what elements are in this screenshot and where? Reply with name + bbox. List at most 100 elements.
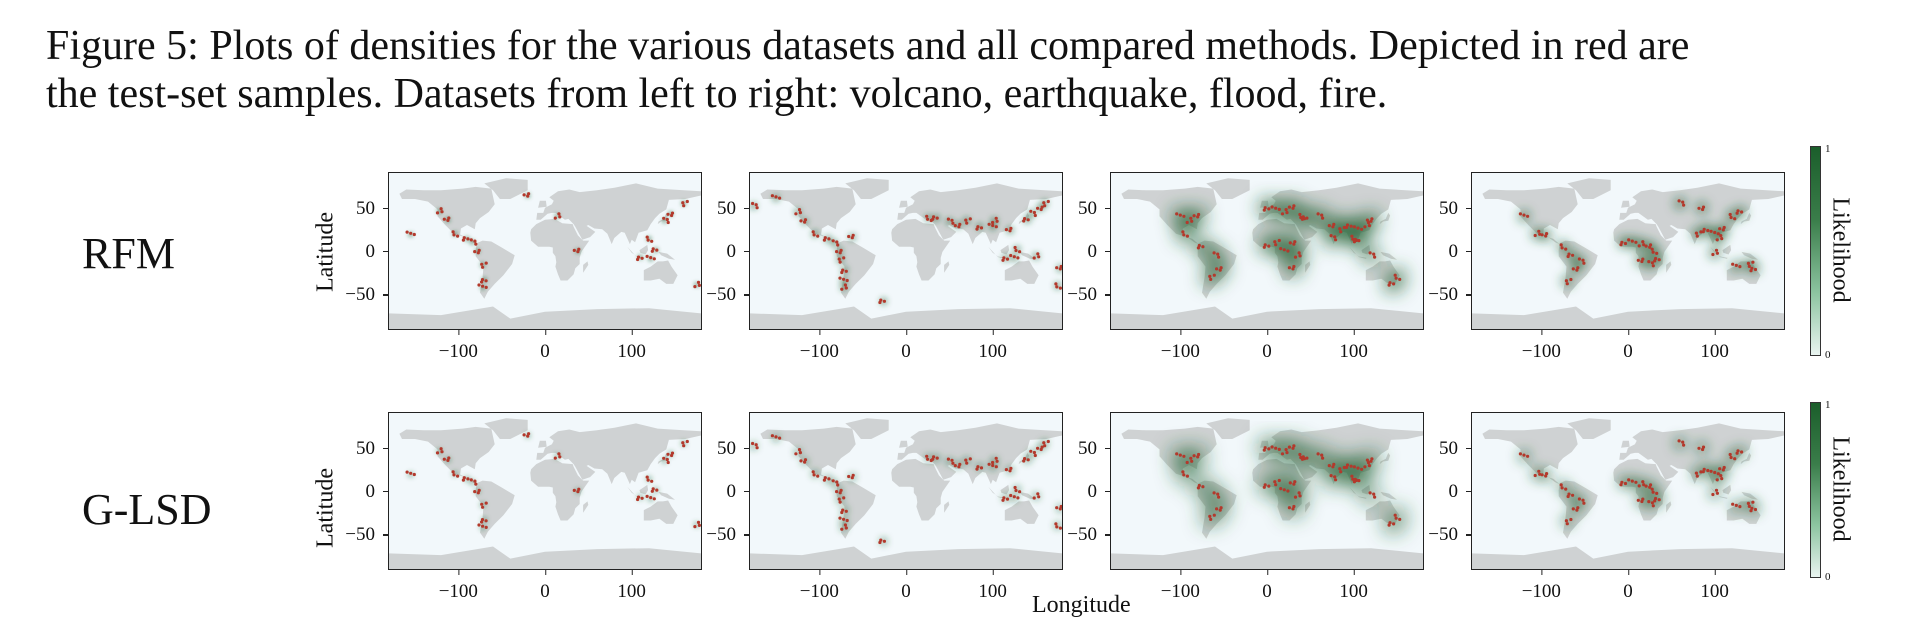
test-sample-point (1564, 279, 1568, 283)
test-sample-point (1327, 464, 1331, 468)
land-mass (627, 246, 637, 257)
density-blob (1362, 487, 1380, 504)
density-map (389, 178, 701, 329)
test-sample-point (697, 523, 701, 527)
test-sample-point (1373, 255, 1377, 259)
y-tick-label: 0 (727, 482, 751, 501)
density-map (389, 418, 701, 569)
test-sample-point (1641, 257, 1645, 261)
density-blob (1323, 229, 1341, 247)
test-sample-point (845, 518, 849, 523)
test-sample-point (835, 240, 839, 244)
test-sample-point (1217, 255, 1221, 259)
test-sample-point (841, 508, 845, 512)
test-sample-point (558, 455, 562, 459)
test-sample-point (1387, 283, 1391, 287)
test-sample-point (1196, 246, 1200, 250)
test-sample-point (696, 520, 701, 524)
test-sample-point (1043, 204, 1047, 208)
test-sample-point (935, 456, 939, 460)
test-sample-point (1018, 490, 1022, 494)
test-sample-point (1287, 205, 1291, 209)
test-sample-point (685, 439, 689, 444)
test-sample-point (681, 201, 685, 205)
test-sample-point (798, 451, 802, 455)
test-sample-point (1042, 441, 1046, 445)
density-blob (1696, 442, 1707, 453)
test-sample-point (670, 451, 675, 455)
land-mass (643, 260, 678, 284)
test-sample-point (1620, 480, 1624, 484)
land-mass (1613, 218, 1673, 281)
density-blob (1571, 503, 1581, 514)
test-sample-point (1055, 506, 1059, 510)
test-sample-point (1185, 220, 1189, 225)
test-sample-point (1267, 244, 1271, 248)
density-blob (1310, 208, 1328, 225)
test-sample-point (651, 487, 655, 491)
test-sample-point (409, 231, 413, 235)
y-tick-label: −50 (345, 525, 389, 544)
density-map (1472, 178, 1784, 329)
test-sample-point (1175, 452, 1179, 456)
test-sample-point (1331, 225, 1335, 229)
test-sample-point (1650, 247, 1654, 251)
y-tick-label: 0 (1088, 482, 1112, 501)
test-sample-point (1277, 478, 1281, 483)
land-mass (944, 501, 950, 513)
test-sample-point (1694, 231, 1698, 235)
test-sample-point (1196, 215, 1200, 219)
test-sample-point (1009, 253, 1013, 258)
test-sample-point (1008, 229, 1012, 233)
test-sample-point (1372, 252, 1376, 256)
test-sample-point (1012, 495, 1016, 499)
test-sample-point (1321, 216, 1325, 220)
test-sample-point (1640, 259, 1644, 264)
test-sample-point (1651, 264, 1655, 268)
test-sample-point (1722, 225, 1726, 230)
test-sample-point (1653, 499, 1657, 503)
test-sample-point (1701, 470, 1705, 474)
test-sample-point (770, 194, 774, 198)
test-sample-point (670, 213, 674, 218)
test-sample-point (968, 217, 972, 221)
land-mass (1379, 212, 1391, 225)
test-sample-point (456, 234, 460, 238)
test-sample-point (991, 220, 995, 225)
land-mass (1305, 501, 1311, 513)
test-sample-point (842, 517, 846, 521)
test-sample-point (1305, 216, 1309, 220)
y-tick-label: 0 (1449, 242, 1473, 261)
test-sample-point (1566, 254, 1570, 259)
test-sample-point (466, 477, 470, 481)
test-sample-point (1654, 496, 1658, 501)
land-mass (1567, 418, 1611, 439)
test-sample-point (987, 462, 991, 466)
test-sample-point (1291, 446, 1295, 450)
test-sample-point (1619, 483, 1623, 487)
test-sample-point (1702, 467, 1706, 471)
test-sample-point (1522, 213, 1526, 217)
test-sample-point (1012, 255, 1016, 259)
test-sample-point (649, 256, 653, 260)
land-mass (1258, 183, 1423, 245)
test-sample-point (477, 488, 481, 492)
test-sample-point (1544, 474, 1548, 478)
test-sample-point (1273, 240, 1277, 244)
test-sample-point (994, 465, 998, 469)
test-sample-point (651, 247, 655, 251)
test-sample-point (843, 523, 847, 527)
test-sample-point (882, 299, 886, 303)
x-tick-label: −100 (800, 329, 839, 363)
test-sample-point (462, 476, 466, 480)
test-sample-point (975, 227, 979, 231)
test-sample-point (968, 457, 972, 461)
test-sample-point (1298, 452, 1302, 457)
test-sample-point (799, 219, 803, 223)
test-sample-point (1582, 501, 1586, 505)
test-sample-point (440, 450, 444, 454)
test-sample-point (1731, 262, 1735, 266)
test-sample-point (822, 238, 826, 242)
test-sample-point (1677, 439, 1681, 443)
test-sample-point (1300, 217, 1304, 221)
